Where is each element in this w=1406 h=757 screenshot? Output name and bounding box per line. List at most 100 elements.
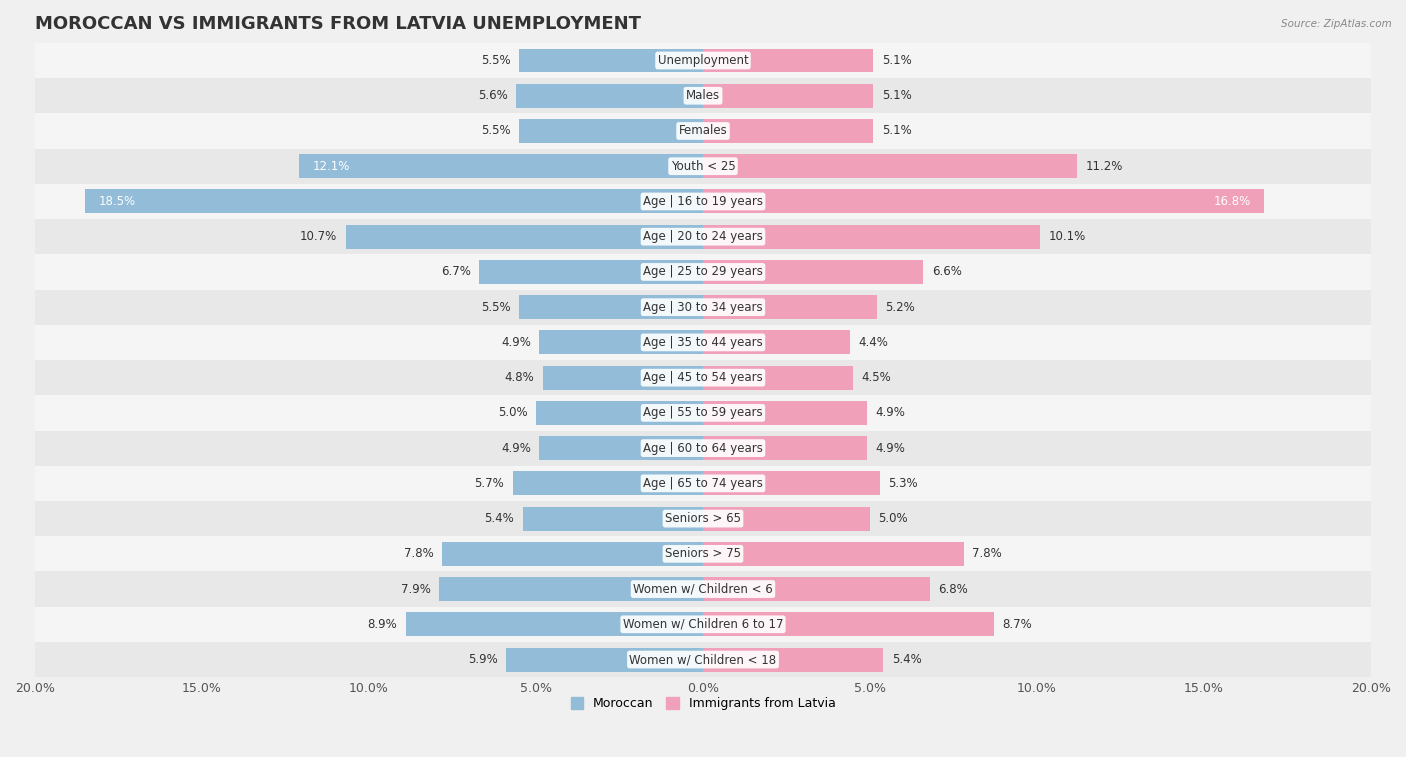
Text: 7.9%: 7.9% (401, 583, 430, 596)
Bar (35, 325, 1371, 360)
Bar (703, 48, 873, 73)
Text: Seniors > 65: Seniors > 65 (665, 512, 741, 525)
Text: Youth < 25: Youth < 25 (671, 160, 735, 173)
Text: 6.6%: 6.6% (932, 266, 962, 279)
Bar (703, 506, 870, 531)
Bar (703, 330, 851, 354)
Text: 5.5%: 5.5% (481, 124, 510, 138)
Bar (703, 647, 883, 671)
Text: 4.9%: 4.9% (875, 407, 905, 419)
Text: 7.8%: 7.8% (405, 547, 434, 560)
Bar (703, 260, 924, 284)
Bar (84, 189, 703, 213)
Bar (703, 577, 931, 601)
Text: 5.7%: 5.7% (474, 477, 505, 490)
Bar (519, 48, 703, 73)
Text: Age | 20 to 24 years: Age | 20 to 24 years (643, 230, 763, 243)
Text: 10.7%: 10.7% (299, 230, 337, 243)
Bar (519, 295, 703, 319)
Text: 5.4%: 5.4% (485, 512, 515, 525)
Text: Age | 55 to 59 years: Age | 55 to 59 years (643, 407, 763, 419)
Text: 8.7%: 8.7% (1002, 618, 1032, 631)
Bar (35, 148, 1371, 184)
Bar (703, 436, 866, 460)
Bar (703, 542, 963, 565)
Bar (35, 254, 1371, 290)
Bar (536, 401, 703, 425)
Bar (35, 642, 1371, 678)
Text: 5.6%: 5.6% (478, 89, 508, 102)
Text: Age | 45 to 54 years: Age | 45 to 54 years (643, 371, 763, 384)
Bar (703, 401, 866, 425)
Text: 5.9%: 5.9% (468, 653, 498, 666)
Text: 6.7%: 6.7% (441, 266, 471, 279)
Text: Age | 60 to 64 years: Age | 60 to 64 years (643, 441, 763, 455)
Bar (406, 612, 703, 637)
Bar (703, 295, 877, 319)
Bar (513, 472, 703, 495)
Bar (516, 84, 703, 107)
Bar (35, 395, 1371, 431)
Text: 7.8%: 7.8% (972, 547, 1001, 560)
Bar (35, 184, 1371, 219)
Text: 4.9%: 4.9% (875, 441, 905, 455)
Bar (506, 647, 703, 671)
Bar (35, 290, 1371, 325)
Bar (299, 154, 703, 178)
Bar (703, 472, 880, 495)
Bar (439, 577, 703, 601)
Bar (35, 536, 1371, 572)
Legend: Moroccan, Immigrants from Latvia: Moroccan, Immigrants from Latvia (565, 693, 841, 715)
Text: 6.8%: 6.8% (938, 583, 969, 596)
Text: 8.9%: 8.9% (367, 618, 398, 631)
Text: 5.3%: 5.3% (889, 477, 918, 490)
Text: Age | 30 to 34 years: Age | 30 to 34 years (643, 301, 763, 313)
Text: Women w/ Children < 18: Women w/ Children < 18 (630, 653, 776, 666)
Text: 4.8%: 4.8% (505, 371, 534, 384)
Text: Age | 35 to 44 years: Age | 35 to 44 years (643, 336, 763, 349)
Bar (703, 225, 1040, 249)
Text: 5.2%: 5.2% (884, 301, 915, 313)
Bar (523, 506, 703, 531)
Bar (519, 119, 703, 143)
Bar (35, 219, 1371, 254)
Text: Females: Females (679, 124, 727, 138)
Bar (540, 330, 703, 354)
Text: 5.1%: 5.1% (882, 124, 911, 138)
Text: 11.2%: 11.2% (1085, 160, 1123, 173)
Text: 4.9%: 4.9% (501, 441, 531, 455)
Text: 12.1%: 12.1% (312, 160, 350, 173)
Text: 4.9%: 4.9% (501, 336, 531, 349)
Bar (35, 606, 1371, 642)
Bar (346, 225, 703, 249)
Bar (703, 119, 873, 143)
Text: 5.5%: 5.5% (481, 301, 510, 313)
Text: 4.4%: 4.4% (858, 336, 889, 349)
Bar (35, 501, 1371, 536)
Text: 5.5%: 5.5% (481, 54, 510, 67)
Bar (703, 189, 1264, 213)
Bar (479, 260, 703, 284)
Text: Age | 25 to 29 years: Age | 25 to 29 years (643, 266, 763, 279)
Text: 18.5%: 18.5% (98, 195, 135, 208)
Text: Age | 16 to 19 years: Age | 16 to 19 years (643, 195, 763, 208)
Text: 5.1%: 5.1% (882, 54, 911, 67)
Text: 5.1%: 5.1% (882, 89, 911, 102)
Bar (35, 466, 1371, 501)
Bar (35, 43, 1371, 78)
Bar (35, 572, 1371, 606)
Text: 4.5%: 4.5% (862, 371, 891, 384)
Text: Age | 65 to 74 years: Age | 65 to 74 years (643, 477, 763, 490)
Bar (35, 78, 1371, 114)
Text: Women w/ Children < 6: Women w/ Children < 6 (633, 583, 773, 596)
Bar (35, 431, 1371, 466)
Bar (703, 366, 853, 390)
Text: MOROCCAN VS IMMIGRANTS FROM LATVIA UNEMPLOYMENT: MOROCCAN VS IMMIGRANTS FROM LATVIA UNEMP… (35, 15, 641, 33)
Bar (703, 154, 1077, 178)
Bar (35, 114, 1371, 148)
Bar (35, 360, 1371, 395)
Text: 5.0%: 5.0% (879, 512, 908, 525)
Bar (540, 436, 703, 460)
Bar (543, 366, 703, 390)
Text: 16.8%: 16.8% (1213, 195, 1251, 208)
